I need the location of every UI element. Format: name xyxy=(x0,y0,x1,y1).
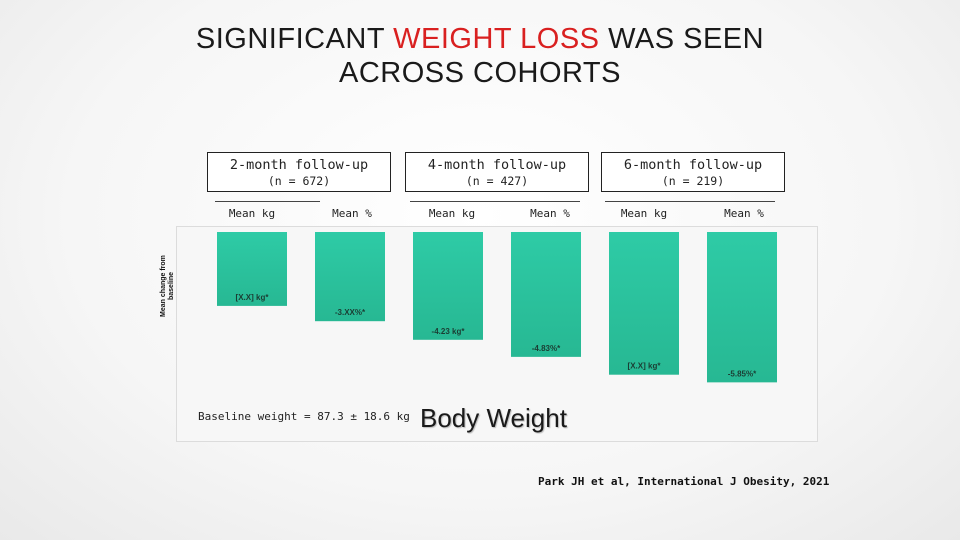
bar-3 xyxy=(413,232,483,340)
data-label-4: -4.83%* xyxy=(532,344,561,353)
followup-box-2-month: 2-month follow-up (n = 672) xyxy=(207,152,391,192)
citation: Park JH et al, International J Obesity, … xyxy=(538,475,830,488)
slide-title: SIGNIFICANT WEIGHT LOSS WAS SEEN ACROSS … xyxy=(120,22,840,90)
bar-2 xyxy=(315,232,385,322)
column-header: Mean % xyxy=(530,207,570,220)
followup-box-4-month: 4-month follow-up (n = 427) xyxy=(405,152,589,192)
followup-box-6-month: 6-month follow-up (n = 219) xyxy=(601,152,785,192)
bar-4 xyxy=(511,232,581,357)
data-label-6: -5.85%* xyxy=(728,369,757,378)
baseline-note: Baseline weight = 87.3 ± 18.6 kg xyxy=(198,410,410,423)
data-label-2: -3.XX%* xyxy=(335,308,366,317)
followup-n: (n = 672) xyxy=(267,174,331,188)
separator-line xyxy=(410,201,580,202)
title-line2: ACROSS COHORTS xyxy=(338,57,621,89)
column-header: Mean % xyxy=(332,207,372,220)
column-header: Mean kg xyxy=(620,207,668,220)
followup-n: (n = 219) xyxy=(661,174,725,188)
followup-n: (n = 427) xyxy=(465,174,529,188)
column-header: Mean % xyxy=(724,207,764,220)
column-header: Mean kg xyxy=(428,207,476,220)
column-header: Mean kg xyxy=(228,207,276,220)
bar-6 xyxy=(707,232,777,383)
data-label-5: [X.X] kg* xyxy=(628,362,662,371)
bar-1 xyxy=(217,232,287,306)
followup-label: 6-month follow-up xyxy=(623,157,763,173)
followup-label: 4-month follow-up xyxy=(427,157,567,173)
title-part1: SIGNIFICANT xyxy=(195,23,394,55)
bar-5 xyxy=(609,232,679,375)
separator-line xyxy=(605,201,775,202)
followup-label: 2-month follow-up xyxy=(229,157,369,173)
chart-subtitle: Body Weight xyxy=(420,403,567,433)
title-accent: WEIGHT LOSS xyxy=(393,23,600,55)
separator-line xyxy=(215,201,320,202)
data-label-3: -4.23 kg* xyxy=(432,327,466,336)
title-part2: WAS SEEN xyxy=(599,23,765,55)
data-label-1: [X.X] kg* xyxy=(236,293,270,302)
